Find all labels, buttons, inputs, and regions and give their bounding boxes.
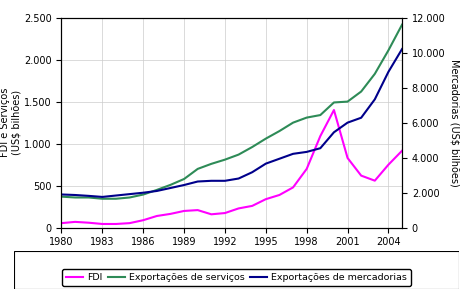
Exportações de serviços xyxy=(263,137,269,140)
FDI xyxy=(154,214,160,218)
Exportações de mercadorias xyxy=(385,70,391,74)
FDI xyxy=(181,209,187,213)
Exportações de serviços xyxy=(209,162,214,166)
Exportações de serviços xyxy=(167,183,173,187)
Exportações de mercadorias xyxy=(263,162,269,165)
Exportações de mercadorias xyxy=(345,121,350,124)
FDI xyxy=(249,204,255,208)
Exportações de serviços xyxy=(86,196,92,199)
Line: Exportações de serviços: Exportações de serviços xyxy=(61,25,402,199)
Exportações de serviços xyxy=(222,158,228,161)
FDI xyxy=(167,212,173,215)
Exportações de serviços xyxy=(304,116,309,119)
Exportações de mercadorias xyxy=(399,47,405,51)
FDI xyxy=(59,221,64,225)
Exportações de serviços xyxy=(399,23,405,26)
Exportações de mercadorias xyxy=(72,193,78,197)
Exportações de serviços xyxy=(154,188,160,192)
FDI xyxy=(236,207,241,210)
Exportações de mercadorias xyxy=(304,150,309,154)
Exportações de serviços xyxy=(99,197,105,201)
FDI xyxy=(140,218,146,222)
FDI xyxy=(263,197,269,201)
Exportações de mercadorias xyxy=(86,194,92,198)
Exportações de mercadorias xyxy=(236,177,241,180)
Exportações de mercadorias xyxy=(290,152,296,156)
Exportações de mercadorias xyxy=(317,147,323,150)
Exportações de serviços xyxy=(59,195,64,198)
Exportações de serviços xyxy=(290,121,296,124)
Exportações de serviços xyxy=(249,145,255,149)
Exportações de mercadorias xyxy=(277,157,282,161)
Exportações de mercadorias xyxy=(372,98,377,101)
FDI xyxy=(331,108,337,112)
Exportações de mercadorias xyxy=(59,193,64,196)
Exportações de serviços xyxy=(140,193,146,196)
FDI xyxy=(86,221,92,225)
Y-axis label: FDI e Serviços
(US$ bilhões): FDI e Serviços (US$ bilhões) xyxy=(0,88,21,157)
FDI xyxy=(99,222,105,226)
Exportações de serviços xyxy=(331,101,337,104)
FDI xyxy=(222,211,228,215)
Exportações de mercadorias xyxy=(222,179,228,182)
Exportações de mercadorias xyxy=(167,186,173,190)
FDI xyxy=(385,163,391,166)
FDI xyxy=(304,167,309,171)
Exportações de mercadorias xyxy=(181,183,187,187)
Exportações de serviços xyxy=(236,153,241,156)
Exportações de mercadorias xyxy=(127,192,132,196)
Exportações de mercadorias xyxy=(99,195,105,199)
Exportações de mercadorias xyxy=(154,189,160,193)
Line: FDI: FDI xyxy=(61,110,402,224)
FDI xyxy=(127,221,132,225)
Exportações de serviços xyxy=(127,196,132,199)
FDI xyxy=(290,186,296,189)
Exportações de mercadorias xyxy=(331,131,337,134)
FDI xyxy=(277,193,282,197)
Line: Exportações de mercadorias: Exportações de mercadorias xyxy=(61,49,402,197)
Exportações de serviços xyxy=(317,113,323,117)
FDI xyxy=(113,222,119,226)
FDI xyxy=(399,149,405,152)
Exportações de serviços xyxy=(277,129,282,133)
FDI xyxy=(195,208,201,212)
Exportações de mercadorias xyxy=(249,171,255,174)
Y-axis label: Mercadorias (US$ bilhões): Mercadorias (US$ bilhões) xyxy=(450,59,460,187)
Exportações de serviços xyxy=(385,48,391,52)
Legend: FDI, Exportações de serviços, Exportações de mercadorias: FDI, Exportações de serviços, Exportaçõe… xyxy=(62,269,411,286)
X-axis label: Ano: Ano xyxy=(219,253,244,263)
FancyBboxPatch shape xyxy=(14,251,459,289)
Exportações de serviços xyxy=(372,72,377,76)
FDI xyxy=(317,134,323,138)
Exportações de mercadorias xyxy=(140,191,146,194)
Exportações de serviços xyxy=(359,90,364,93)
Exportações de mercadorias xyxy=(209,179,214,182)
FDI xyxy=(372,179,377,182)
FDI xyxy=(345,156,350,160)
Exportações de serviços xyxy=(195,167,201,171)
FDI xyxy=(359,174,364,177)
Exportações de serviços xyxy=(181,177,187,181)
Exportações de serviços xyxy=(345,100,350,103)
FDI xyxy=(72,220,78,224)
Exportações de mercadorias xyxy=(359,116,364,119)
Exportações de serviços xyxy=(113,197,119,201)
Exportações de mercadorias xyxy=(195,180,201,183)
Exportações de mercadorias xyxy=(113,194,119,197)
Exportações de serviços xyxy=(72,196,78,199)
FDI xyxy=(209,213,214,216)
